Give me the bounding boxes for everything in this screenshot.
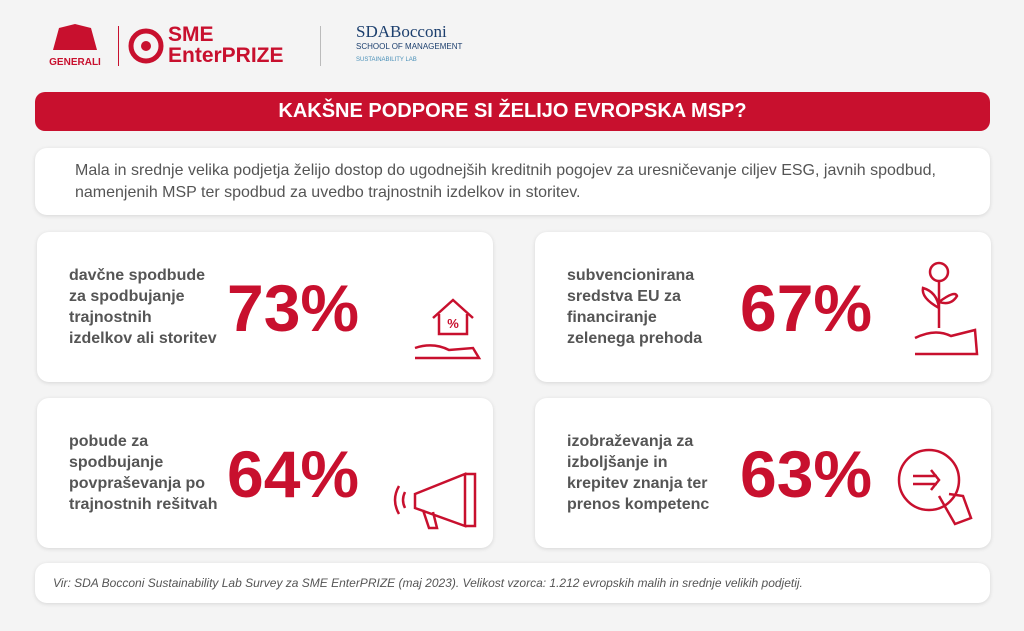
divider (320, 26, 321, 66)
plant-hand-icon (914, 261, 979, 356)
bocconi-text: Bocconi (390, 22, 447, 41)
card-label: davčne spodbude za spodbujanje trajnostn… (69, 267, 217, 347)
card-value: 64% (227, 437, 360, 511)
sme-logo: SME EnterPRIZE (168, 24, 284, 66)
generali-logo: GENERALI (45, 22, 105, 68)
title: KAKŠNE PODPORE SI ŽELIJO EVROPSKA MSP? (35, 92, 990, 131)
card: pobude za spodbujanje povpraševanja po t… (37, 398, 493, 548)
card-value: 73% (227, 271, 360, 345)
intro: Mala in srednje velika podjetja želijo d… (35, 148, 990, 215)
lion-icon (53, 24, 97, 50)
footer: Vir: SDA Bocconi Sustainability Lab Surv… (35, 563, 990, 603)
click-icon (897, 448, 973, 526)
sda-text: SDA (356, 22, 391, 41)
card: subvencionirana sredstva EU za financira… (535, 232, 991, 382)
house-hand-icon: % (414, 298, 482, 360)
school-text: SCHOOL OF MANAGEMENT (356, 42, 463, 51)
svg-text:%: % (447, 316, 459, 331)
generali-text: GENERALI (49, 57, 101, 68)
card-value: 67% (740, 271, 873, 345)
lab-text: SUSTAINABILITY LAB (356, 57, 417, 63)
card-label: izobraževanja za izboljšanje in krepitev… (567, 433, 710, 513)
megaphone-icon (393, 472, 477, 530)
sda-logo: SDABocconi SCHOOL OF MANAGEMENT SUSTAINA… (356, 22, 462, 63)
divider (118, 26, 119, 66)
card: davčne spodbude za spodbujanje trajnostn… (37, 232, 493, 382)
enterprize-text: EnterPRIZE (168, 44, 284, 67)
card-value: 63% (740, 437, 873, 511)
sme-icon (128, 28, 164, 64)
card-label: subvencionirana sredstva EU za financira… (567, 267, 703, 347)
sme-text: SME (168, 23, 214, 46)
card-label: pobude za spodbujanje povpraševanja po t… (69, 433, 218, 513)
card: izobraževanja za izboljšanje in krepitev… (535, 398, 991, 548)
